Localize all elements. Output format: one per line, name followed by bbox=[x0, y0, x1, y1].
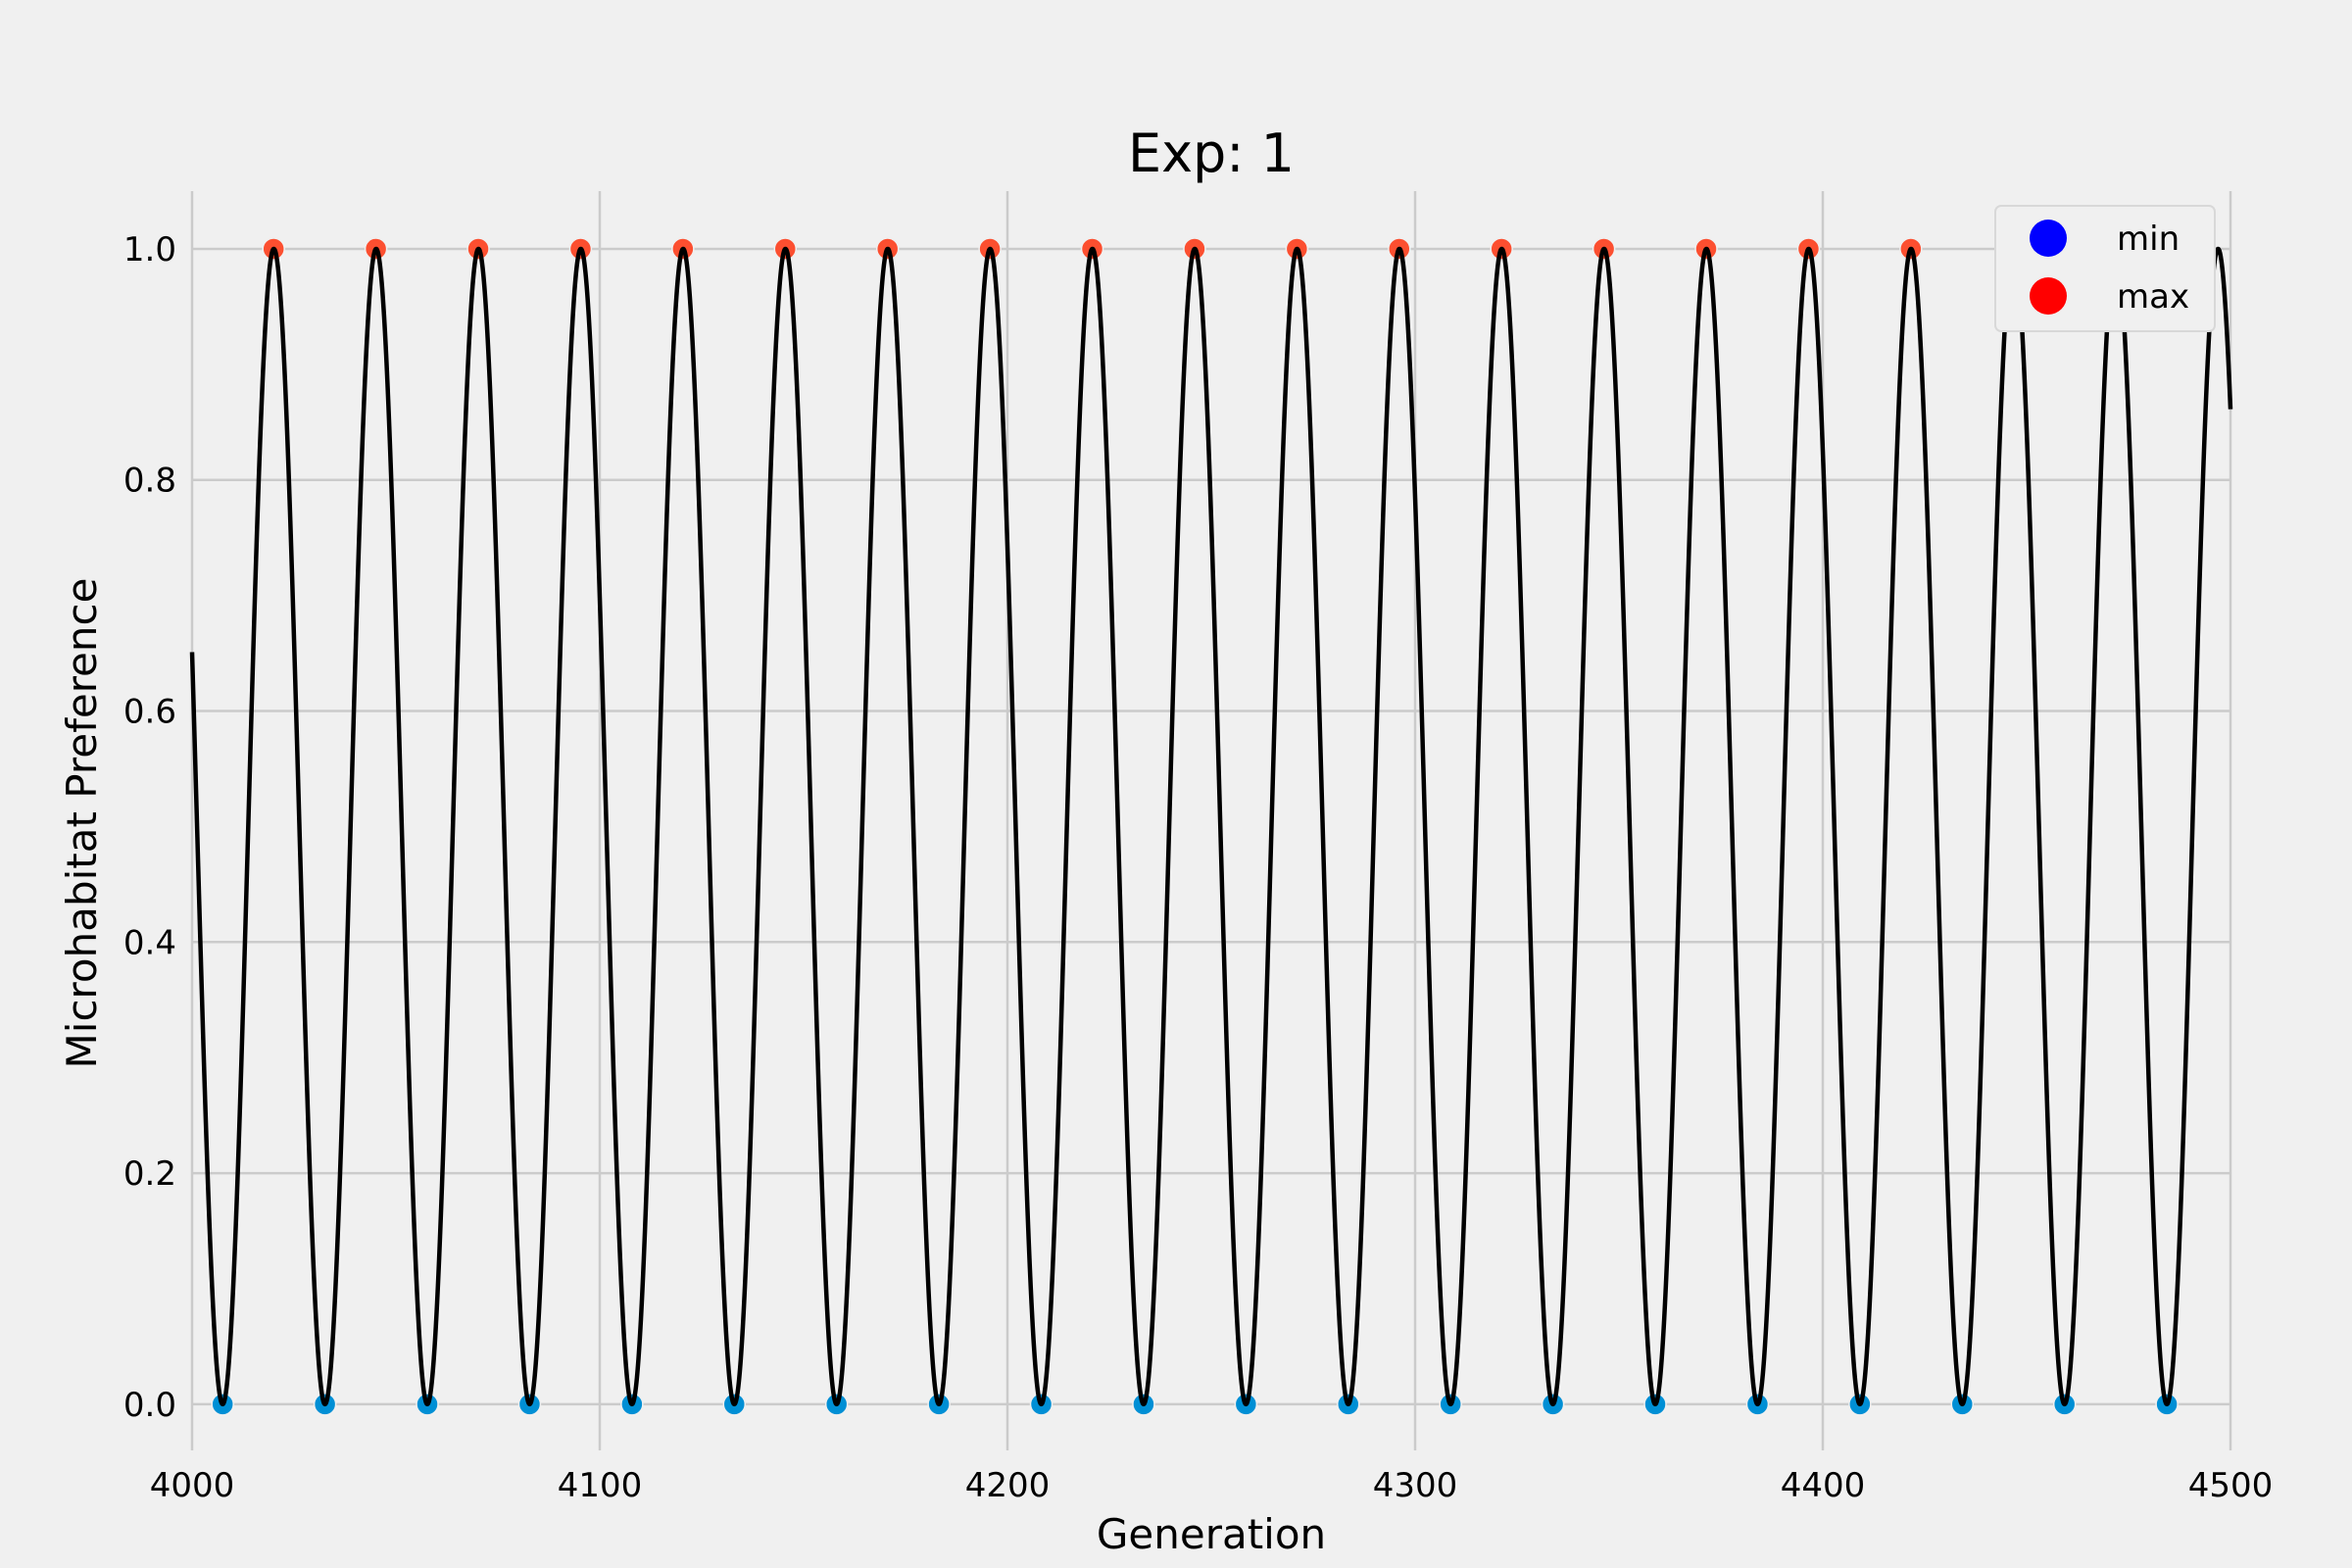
y-tick-label-0: 0.0 bbox=[123, 1386, 176, 1425]
ticks-layer: 4000 4100 4200 4300 4400 4500 0.0 0.2 0.4 0.6 0.8 1… bbox=[123, 230, 2273, 1505]
x-tick-label-2: 4200 bbox=[965, 1466, 1051, 1505]
y-tick-label-1: 0.2 bbox=[123, 1154, 176, 1194]
grid bbox=[190, 191, 2232, 1450]
legend-marker-min bbox=[2030, 220, 2067, 257]
y-axis-title: Microhabitat Preference bbox=[58, 578, 106, 1069]
y-tick-label-2: 0.4 bbox=[123, 923, 176, 962]
legend: min max bbox=[1994, 205, 2216, 332]
y-tick-label-4: 0.8 bbox=[123, 462, 176, 501]
x-axis-title: Generation bbox=[1097, 1510, 1326, 1558]
series-line bbox=[189, 246, 2233, 1407]
x-tick-label-3: 4300 bbox=[1373, 1466, 1458, 1505]
chart-title: Exp: 1 bbox=[1128, 122, 1295, 184]
x-tick-label-1: 4100 bbox=[558, 1466, 643, 1505]
x-tick-label-5: 4500 bbox=[2188, 1466, 2274, 1505]
legend-marker-max bbox=[2030, 277, 2067, 315]
legend-label-max: max bbox=[2117, 277, 2189, 317]
y-tick-label-5: 1.0 bbox=[123, 230, 176, 270]
x-tick-label-4: 4400 bbox=[1781, 1466, 1866, 1505]
x-tick-label-0: 4000 bbox=[150, 1466, 235, 1505]
line-layer bbox=[189, 246, 2233, 1407]
y-tick-label-3: 0.6 bbox=[123, 693, 176, 732]
legend-label-min: min bbox=[2117, 220, 2180, 259]
